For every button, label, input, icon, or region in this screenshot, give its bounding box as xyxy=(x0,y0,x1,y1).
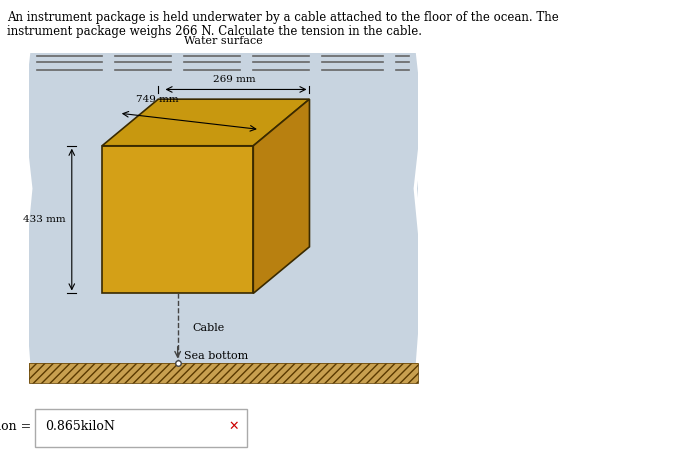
Polygon shape xyxy=(102,99,309,146)
Text: 433 mm: 433 mm xyxy=(23,215,66,224)
Text: An instrument package is held underwater by a cable attached to the floor of the: An instrument package is held underwater… xyxy=(7,11,559,24)
Text: Water surface: Water surface xyxy=(184,36,262,46)
Polygon shape xyxy=(29,363,418,383)
FancyBboxPatch shape xyxy=(35,409,247,447)
Polygon shape xyxy=(29,53,418,363)
Polygon shape xyxy=(253,99,309,293)
Text: Tension =: Tension = xyxy=(0,420,35,433)
Polygon shape xyxy=(102,146,253,293)
Text: Sea bottom: Sea bottom xyxy=(184,351,248,361)
Text: instrument package weighs 266 N. Calculate the tension in the cable.: instrument package weighs 266 N. Calcula… xyxy=(7,25,422,38)
Text: ✕: ✕ xyxy=(228,420,239,433)
Text: 749 mm: 749 mm xyxy=(136,95,179,104)
Text: 0.865kiloN: 0.865kiloN xyxy=(45,420,115,433)
Text: 269 mm: 269 mm xyxy=(213,74,255,84)
Text: Cable: Cable xyxy=(193,324,225,333)
Polygon shape xyxy=(29,363,418,383)
